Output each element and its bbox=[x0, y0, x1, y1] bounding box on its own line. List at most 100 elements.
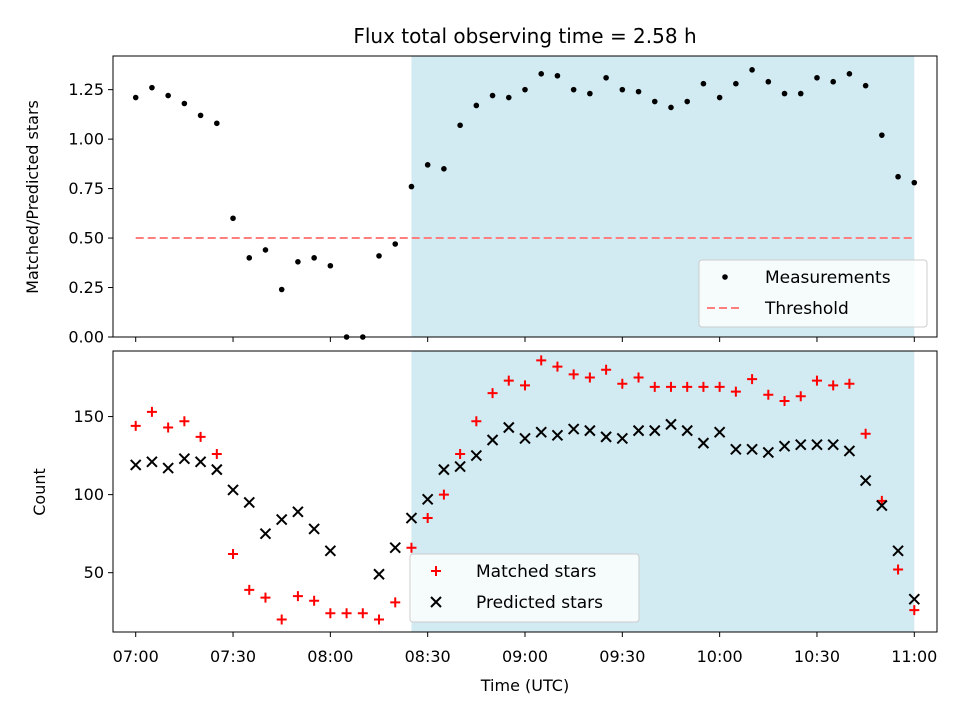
matched-star-point bbox=[860, 428, 871, 439]
measurement-point bbox=[554, 72, 561, 79]
legend-box bbox=[409, 553, 640, 623]
matched-star-point bbox=[730, 386, 741, 397]
bottom-legend: Matched stars Predicted stars bbox=[409, 553, 640, 623]
predicted-star-point bbox=[843, 445, 856, 457]
x-tick-label: 09:30 bbox=[599, 647, 645, 666]
matched-star-point bbox=[228, 548, 239, 559]
measurement-point bbox=[862, 82, 869, 89]
matched-star-point bbox=[649, 381, 660, 392]
measurement-point bbox=[684, 98, 691, 105]
predicted-star-point bbox=[146, 456, 158, 468]
matched-star-point bbox=[552, 361, 563, 372]
bottom-y-axis-label: Count bbox=[30, 468, 49, 516]
predicted-star-point bbox=[535, 426, 547, 438]
matched-star-point bbox=[406, 542, 417, 553]
predicted-star-point bbox=[616, 432, 629, 445]
bottom-panel: 50 100 150 07:00 07:30 08:00 08:30 09:00 09:30 10… bbox=[73, 350, 938, 666]
legend-label: Matched stars bbox=[476, 562, 596, 582]
measurement-point bbox=[246, 255, 253, 261]
predicted-star-point bbox=[243, 496, 255, 509]
predicted-star-point bbox=[665, 418, 677, 431]
x-tick-label: 10:30 bbox=[794, 647, 840, 666]
matched-star-point bbox=[260, 592, 271, 603]
predicted-star-point bbox=[551, 429, 564, 442]
measurement-point bbox=[197, 112, 204, 119]
y-tick-label: 1.00 bbox=[68, 130, 104, 149]
x-tick-label: 09:00 bbox=[502, 647, 548, 666]
predicted-star-point bbox=[730, 443, 742, 456]
predicted-star-point bbox=[713, 426, 726, 438]
series-predicted-stars bbox=[130, 418, 920, 605]
predicted-star-point bbox=[519, 432, 531, 445]
predicted-star-point bbox=[405, 512, 418, 524]
matched-star-point bbox=[698, 381, 709, 392]
matched-star-point bbox=[828, 380, 839, 391]
matched-star-point bbox=[795, 391, 806, 402]
x-axis-label: Time (UTC) bbox=[480, 676, 569, 695]
measurement-point bbox=[879, 132, 885, 138]
matched-star-point bbox=[455, 449, 466, 460]
measurement-point bbox=[181, 100, 188, 107]
predicted-star-point bbox=[470, 449, 483, 462]
matched-star-point bbox=[682, 381, 693, 392]
matched-star-point bbox=[374, 614, 385, 625]
measurement-point bbox=[700, 80, 707, 87]
matched-star-point bbox=[325, 608, 336, 619]
matched-star-point bbox=[601, 364, 612, 375]
matched-star-point bbox=[617, 378, 628, 389]
predicted-star-point bbox=[778, 440, 791, 452]
predicted-star-point bbox=[600, 431, 612, 443]
matched-star-point bbox=[244, 584, 255, 595]
measurement-point bbox=[473, 102, 480, 109]
predicted-star-point bbox=[859, 474, 872, 487]
measurement-point bbox=[603, 74, 609, 81]
x-tick-label: 11:00 bbox=[891, 647, 937, 666]
predicted-star-point bbox=[259, 527, 272, 540]
measurement-point bbox=[814, 74, 820, 81]
matched-star-point bbox=[536, 355, 547, 366]
x-tick-label: 08:00 bbox=[307, 647, 353, 666]
predicted-star-point bbox=[178, 453, 191, 465]
legend-label: Measurements bbox=[765, 268, 891, 288]
predicted-star-point bbox=[486, 434, 499, 446]
measurement-point bbox=[765, 78, 772, 85]
matched-star-point bbox=[811, 375, 822, 386]
x-tick-label: 08:30 bbox=[405, 647, 451, 666]
measurement-point bbox=[797, 90, 804, 97]
measurement-point bbox=[457, 122, 463, 129]
predicted-star-point bbox=[697, 437, 710, 449]
legend-label: Predicted stars bbox=[476, 593, 603, 613]
measurement-point bbox=[149, 84, 155, 91]
matched-star-point bbox=[195, 431, 206, 442]
legend-label: Threshold bbox=[764, 299, 849, 319]
measurement-point bbox=[619, 86, 626, 93]
matched-star-point bbox=[130, 420, 141, 431]
matched-star-point bbox=[747, 374, 758, 385]
matched-star-point bbox=[309, 595, 320, 606]
y-tick-label: 1.25 bbox=[68, 80, 104, 99]
predicted-star-point bbox=[292, 506, 304, 518]
matched-star-point bbox=[211, 449, 222, 460]
matched-star-point bbox=[487, 388, 498, 399]
measurement-point bbox=[311, 255, 317, 261]
measurement-point bbox=[911, 179, 918, 186]
predicted-star-point bbox=[876, 499, 888, 512]
matched-star-point bbox=[893, 564, 904, 575]
predicted-star-point bbox=[811, 438, 823, 451]
predicted-star-point bbox=[421, 493, 434, 506]
measurement-point bbox=[522, 86, 528, 93]
predicted-star-point bbox=[438, 463, 450, 476]
predicted-star-point bbox=[227, 484, 239, 496]
matched-star-point bbox=[568, 369, 579, 380]
predicted-star-point bbox=[162, 462, 174, 474]
matched-star-point bbox=[341, 608, 352, 619]
measurement-point bbox=[570, 86, 577, 93]
measurement-point bbox=[262, 247, 269, 253]
predicted-star-point bbox=[389, 541, 401, 554]
measurement-point bbox=[132, 94, 139, 101]
predicted-star-point bbox=[567, 423, 580, 435]
measurement-point bbox=[749, 67, 755, 73]
predicted-star-point bbox=[130, 459, 142, 471]
measurement-point bbox=[895, 173, 901, 180]
